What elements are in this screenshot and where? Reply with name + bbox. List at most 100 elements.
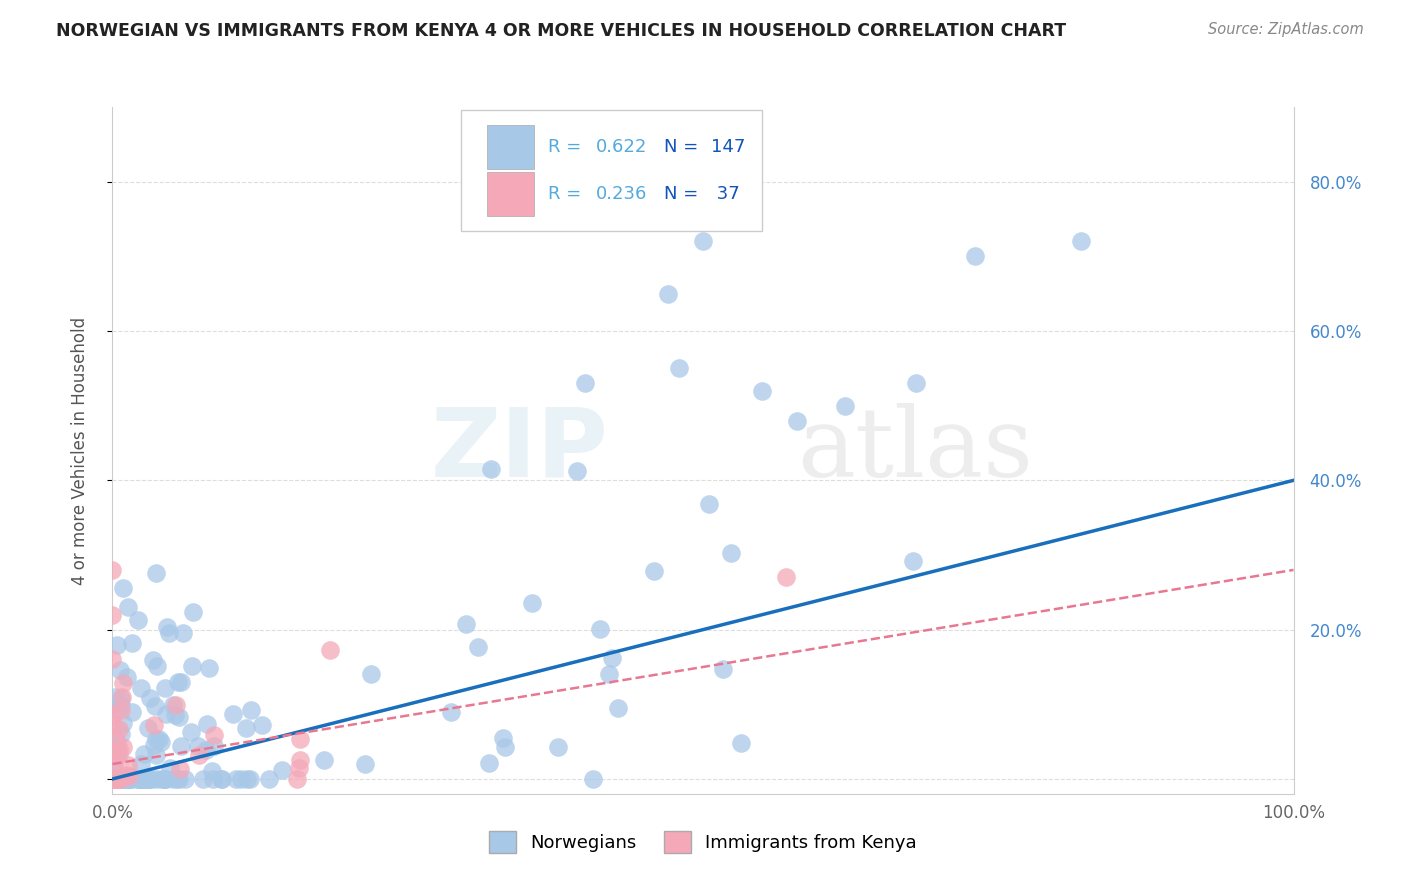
Point: [117, 758, 139, 772]
Point: [118, 772, 141, 786]
Point: [101, 772, 124, 786]
Point: [162, 698, 184, 713]
Point: [129, 681, 152, 696]
Point: [169, 762, 191, 776]
Legend: Norwegians, Immigrants from Kenya: Norwegians, Immigrants from Kenya: [482, 824, 924, 861]
Text: atlas: atlas: [797, 403, 1033, 498]
Point: [582, 772, 605, 786]
Point: [101, 652, 124, 666]
Point: [963, 249, 986, 263]
Point: [110, 772, 132, 786]
Point: [110, 698, 132, 713]
Text: Source: ZipAtlas.com: Source: ZipAtlas.com: [1208, 22, 1364, 37]
Point: [153, 772, 176, 786]
Point: [166, 772, 188, 786]
Text: 147: 147: [711, 138, 745, 156]
Point: [170, 739, 193, 753]
Point: [567, 464, 589, 478]
Point: [235, 721, 257, 735]
Point: [132, 772, 155, 786]
Point: [143, 698, 166, 713]
Point: [239, 772, 262, 786]
Point: [711, 662, 734, 676]
Point: [112, 772, 135, 786]
Point: [104, 746, 127, 760]
Point: [201, 764, 224, 778]
Point: [194, 743, 217, 757]
Point: [290, 753, 312, 767]
Point: [115, 772, 138, 786]
Point: [692, 235, 714, 249]
Point: [149, 772, 172, 786]
Text: R =: R =: [548, 185, 588, 203]
Point: [786, 414, 808, 428]
Point: [159, 761, 181, 775]
Point: [127, 613, 149, 627]
Point: [103, 731, 125, 745]
Point: [250, 717, 273, 731]
Point: [108, 747, 131, 762]
Point: [155, 707, 177, 722]
Point: [145, 772, 167, 786]
Point: [103, 772, 125, 786]
Point: [139, 690, 162, 705]
Point: [751, 384, 773, 398]
Point: [1070, 235, 1092, 249]
Point: [155, 620, 177, 634]
Point: [225, 772, 247, 786]
Point: [643, 565, 665, 579]
Point: [198, 661, 221, 675]
Point: [287, 761, 309, 775]
Point: [547, 739, 569, 754]
Point: [172, 625, 194, 640]
Point: [155, 772, 177, 786]
Point: [221, 707, 243, 722]
Point: [115, 767, 138, 781]
Point: [114, 772, 136, 786]
Point: [201, 772, 224, 786]
Point: [149, 735, 172, 749]
Point: [257, 772, 280, 786]
Point: [132, 747, 155, 761]
Point: [239, 703, 262, 717]
Point: [166, 675, 188, 690]
Bar: [486, 171, 534, 217]
Point: [141, 772, 163, 786]
Point: [287, 772, 309, 786]
Point: [103, 707, 125, 722]
Point: [107, 742, 129, 756]
Point: [834, 399, 856, 413]
Point: [145, 659, 167, 673]
Point: [319, 643, 342, 657]
Point: [904, 376, 927, 391]
Point: [108, 772, 131, 786]
Point: [588, 622, 610, 636]
Point: [108, 663, 131, 677]
Point: [155, 681, 177, 695]
Point: [104, 772, 127, 786]
Point: [103, 761, 125, 775]
Point: [111, 581, 134, 595]
Y-axis label: 4 or more Vehicles in Household: 4 or more Vehicles in Household: [70, 317, 89, 584]
Point: [186, 739, 208, 753]
Point: [730, 736, 752, 750]
Point: [153, 772, 176, 786]
Point: [101, 702, 124, 716]
Point: [105, 638, 128, 652]
Point: [479, 462, 502, 476]
Point: [129, 772, 152, 786]
Point: [165, 707, 187, 722]
Point: [117, 772, 139, 786]
Point: [181, 605, 204, 619]
Point: [165, 698, 187, 712]
Point: [110, 772, 132, 786]
Point: [162, 772, 184, 786]
Point: [101, 718, 124, 732]
Point: [129, 772, 152, 786]
Point: [103, 755, 125, 769]
Point: [143, 738, 166, 752]
Point: [128, 772, 150, 786]
Point: [697, 498, 720, 512]
Point: [494, 740, 516, 755]
Point: [107, 771, 129, 785]
